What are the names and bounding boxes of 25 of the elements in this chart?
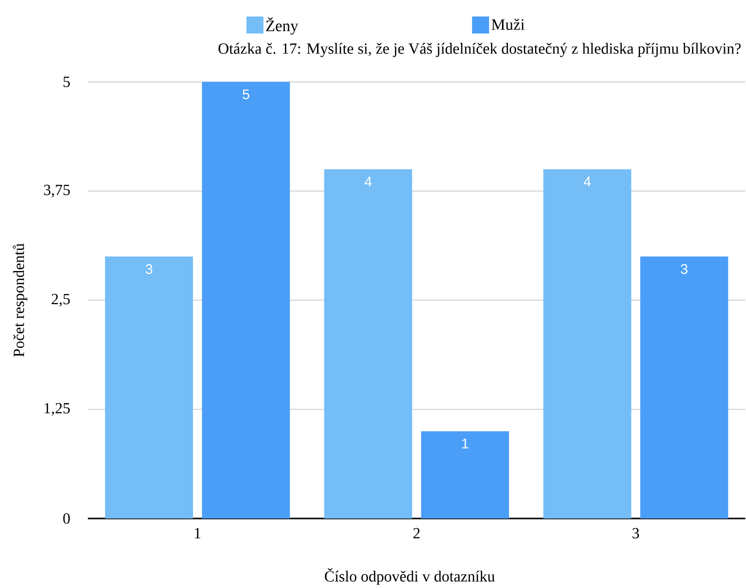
x-tick-label: 1 xyxy=(194,528,200,538)
data-label: 4 xyxy=(584,176,591,186)
y-tick-label: 3,75 xyxy=(44,184,70,198)
bar xyxy=(640,256,728,518)
bar xyxy=(421,431,510,518)
bar xyxy=(202,82,290,518)
y-tick-label: 5 xyxy=(64,76,70,88)
legend-label: Muži xyxy=(492,18,525,30)
chart-title: Otázka č. 17: Myslíte si, že je Váš jídelníček dostatečný z hlediska příjmu bílkovin? xyxy=(218,42,741,57)
y-tick-label: 0 xyxy=(63,513,70,524)
x-axis-title: Číslo odpovědi v dotazníku xyxy=(324,568,495,585)
bar xyxy=(543,169,632,518)
data-label: 5 xyxy=(242,89,250,100)
data-label: 4 xyxy=(364,176,372,186)
bar xyxy=(324,169,412,518)
x-tick-label: 2 xyxy=(413,528,420,538)
bar xyxy=(105,256,193,518)
data-label: 3 xyxy=(680,264,688,274)
data-label: 3 xyxy=(146,264,152,274)
data-label: 1 xyxy=(462,438,468,448)
y-tick-label: 2,5 xyxy=(52,294,70,306)
legend-label: Ženy xyxy=(266,17,298,35)
x-tick-label: 3 xyxy=(632,528,639,538)
y-tick-label: 1,25 xyxy=(44,403,70,416)
y-axis-title: Počet respondentů xyxy=(12,243,28,357)
